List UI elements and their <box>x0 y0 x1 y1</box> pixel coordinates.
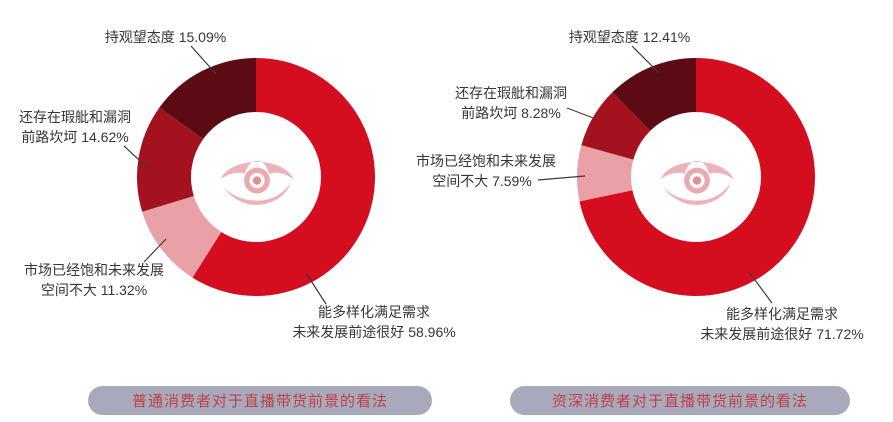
donut-chart-ordinary-consumers <box>137 58 376 296</box>
eye-upper-lid <box>660 160 734 180</box>
callout-line: 能多样化满足需求 <box>318 304 430 320</box>
donut-segment-1 <box>577 145 634 202</box>
callout-line: 持观望态度 15.09% <box>104 29 227 45</box>
donut-segment-1 <box>142 195 222 278</box>
eye-iris-ring <box>684 167 710 194</box>
callout-diverse-needs: 能多样化满足需求 未来发展前途很好 71.72% <box>696 304 868 344</box>
chart-caption-text: 资深消费者对于直播带货前景的看法 <box>551 393 808 410</box>
chart-caption-text: 普通消费者对于直播带货前景的看法 <box>131 393 388 410</box>
eye-iris-ring <box>244 167 270 194</box>
donut-segment-3 <box>159 58 256 140</box>
eye-pupil <box>252 176 262 185</box>
callout-line: 市场已经饱和未来发展 <box>24 262 164 278</box>
callout-line: 前路坎坷 14.62% <box>21 129 129 145</box>
donut-segment-3 <box>612 58 696 131</box>
callout-wait-and-see: 持观望态度 15.09% <box>88 27 243 47</box>
eye-upper-lid <box>220 160 294 180</box>
donut-segment-2 <box>137 107 204 212</box>
callout-line: 空间不大 7.59% <box>432 173 532 189</box>
callout-line: 持观望态度 12.41% <box>568 29 691 45</box>
callout-line: 空间不大 11.32% <box>40 282 148 298</box>
callout-line: 市场已经饱和未来发展 <box>416 153 556 169</box>
callout-wait-and-see: 持观望态度 12.41% <box>552 27 707 47</box>
eye-lower-swoosh <box>223 182 291 205</box>
eye-logo <box>660 160 734 205</box>
chart-caption-pill-ordinary: 普通消费者对于直播带货前景的看法 <box>88 386 432 415</box>
callout-flaws-and-loopholes: 还存在瑕舭和漏洞 前路坎坷 8.28% <box>448 83 574 123</box>
callout-diverse-needs: 能多样化满足需求 未来发展前途很好 58.96% <box>288 302 460 342</box>
donut-segment-2 <box>581 92 651 160</box>
donut-segment-0 <box>192 58 376 296</box>
donut-segment-0 <box>579 58 816 296</box>
callout-line: 还存在瑕舭和漏洞 <box>455 85 567 101</box>
eye-logo <box>220 160 294 205</box>
callout-market-saturated: 市场已经饱和未来发展 空间不大 11.32% <box>18 260 170 300</box>
callout-market-saturated: 市场已经饱和未来发展 空间不大 7.59% <box>416 151 556 191</box>
callout-line: 还存在瑕舭和漏洞 <box>19 109 131 125</box>
eye-pupil <box>692 176 702 185</box>
callout-line: 未来发展前途很好 71.72% <box>700 326 864 342</box>
chart-caption-pill-experienced: 资深消费者对于直播带货前景的看法 <box>510 386 850 415</box>
callout-line: 未来发展前途很好 58.96% <box>292 324 456 340</box>
eye-lower-swoosh <box>663 182 731 205</box>
callout-flaws-and-loopholes: 还存在瑕舭和漏洞 前路坎坷 14.62% <box>8 107 142 147</box>
callout-line: 前路坎坷 8.28% <box>461 105 561 121</box>
donut-chart-experienced-consumers <box>577 58 816 296</box>
callout-line: 能多样化满足需求 <box>726 306 838 322</box>
